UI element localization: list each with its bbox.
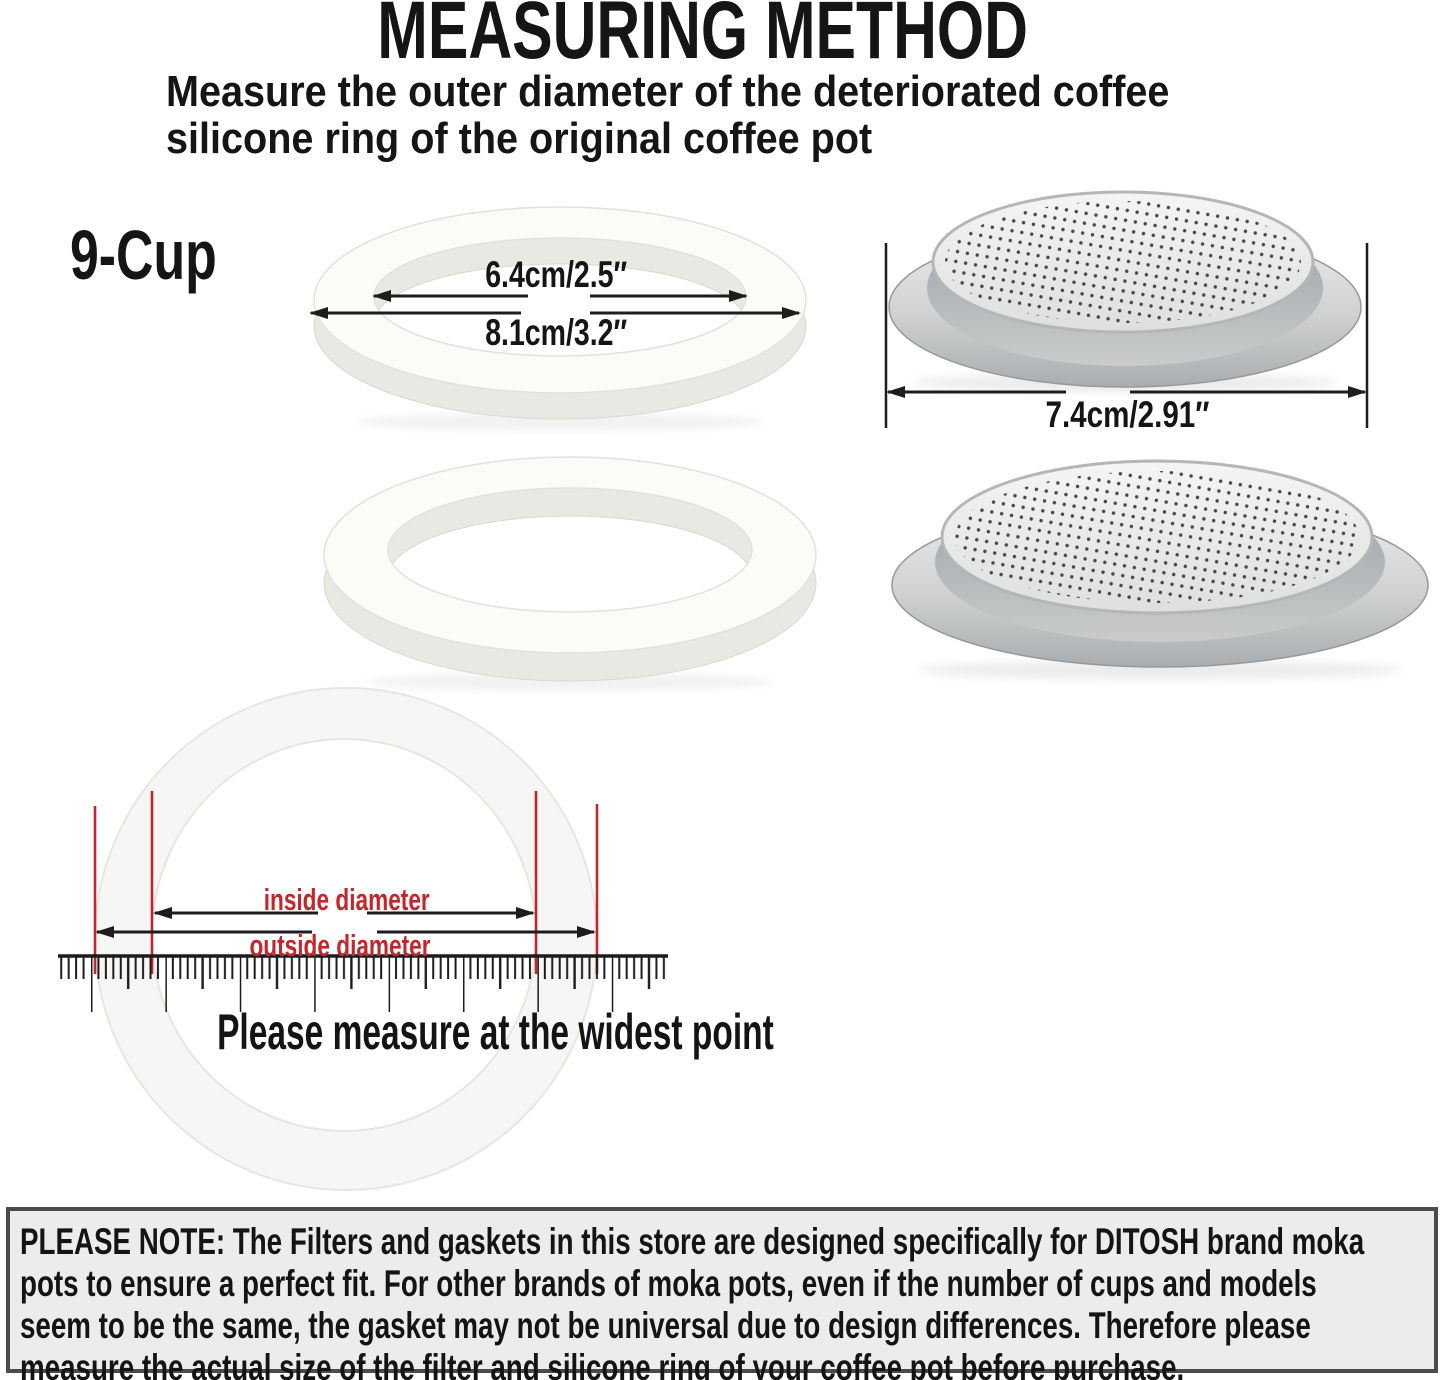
note-line-4: measure the actual size of the filter an…	[20, 1347, 1185, 1380]
cup-size-text: 9-Cup	[70, 216, 217, 294]
inside-diameter-label: inside diameter	[197, 882, 497, 917]
filter-diameter-value: 7.4cm/2.91″	[1045, 394, 1209, 435]
measure-arrows	[95, 907, 596, 938]
filter-mesh-perforation	[955, 471, 1359, 603]
filter-diameter-label: 7.4cm/2.91″	[977, 394, 1277, 435]
ruler	[58, 954, 668, 1013]
note-text: PLEASE NOTE: The Filters and gaskets in …	[20, 1221, 1445, 1380]
inside-diameter-text: inside diameter	[263, 882, 431, 917]
gasket-top-surface	[323, 456, 817, 654]
gasket-inner-diameter-value: 6.4cm/2.5″	[485, 254, 627, 295]
filter-plate-top-image	[888, 190, 1362, 392]
outside-diameter-label: outside diameter	[190, 928, 490, 963]
cup-size-label: 9-Cup	[70, 216, 217, 294]
gasket-dimension-lines	[309, 290, 801, 319]
note-line-3: seem to be the same, the gasket may not …	[20, 1305, 1311, 1346]
page-title: MEASURING METHOD	[0, 0, 1425, 74]
gasket-ring-top-image	[313, 206, 807, 431]
gasket-shadow	[365, 673, 775, 691]
ruler-tick-strip	[58, 955, 668, 1013]
subtitle-line-1: Measure the outer diameter of the deteri…	[166, 67, 1170, 116]
measure-red-lines	[93, 791, 599, 974]
filter-plate-bottom-image	[891, 459, 1429, 679]
measure-caption-text: Please measure at the widest point	[217, 1004, 774, 1060]
gasket-shadow	[355, 413, 765, 431]
page-title-text: MEASURING METHOD	[377, 0, 1028, 76]
measure-caption: Please measure at the widest point	[80, 1006, 774, 1059]
subtitle: Measure the outer diameter of the deteri…	[166, 68, 1169, 162]
note-box	[6, 1207, 1438, 1373]
filter-dimension-lines	[884, 243, 1369, 428]
gasket-outer-diameter-label: 8.1cm/3.2″	[406, 312, 706, 353]
gasket-ring-bottom-image	[323, 456, 817, 691]
note-line-2: pots to ensure a perfect fit. For other …	[20, 1263, 1317, 1304]
filter-mesh-perforation	[945, 201, 1301, 323]
filter-shadow	[915, 661, 1405, 679]
subtitle-line-2: silicone ring of the original coffee pot	[166, 114, 873, 163]
outside-diameter-text: outside diameter	[249, 928, 431, 963]
gasket-inner-diameter-label: 6.4cm/2.5″	[406, 254, 706, 295]
note-line-1: PLEASE NOTE: The Filters and gaskets in …	[20, 1221, 1365, 1262]
gasket-outer-diameter-value: 8.1cm/3.2″	[485, 312, 627, 353]
